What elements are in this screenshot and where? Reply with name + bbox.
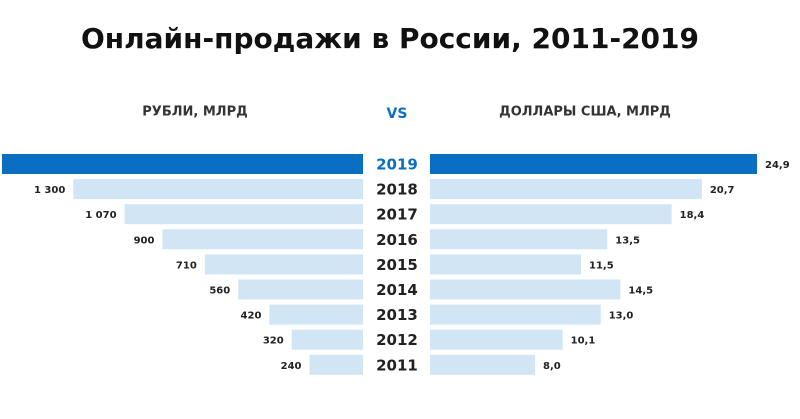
- bar-right: [430, 329, 563, 350]
- bar-right: [430, 254, 582, 275]
- value-label: 320: [263, 336, 284, 347]
- value-label: 240: [281, 361, 302, 372]
- bar-right: [430, 179, 702, 200]
- legend-right: ДОЛЛАРЫ США, МЛРД: [499, 105, 671, 120]
- value-label: 900: [134, 235, 155, 246]
- bar-right: [430, 304, 601, 325]
- year-label: 2015: [376, 256, 418, 274]
- value-label: 13,5: [615, 235, 640, 246]
- bar-left: [73, 179, 363, 200]
- value-label: 710: [176, 260, 197, 271]
- bar-right: [430, 279, 621, 300]
- value-label: 11,5: [589, 260, 614, 271]
- bar-left: [2, 154, 363, 174]
- year-label: 2019: [376, 156, 418, 174]
- value-label: 14,5: [628, 286, 653, 297]
- year-label: 2013: [376, 306, 418, 324]
- chart-title: Онлайн-продажи в России, 2011-2019: [81, 22, 699, 55]
- bar-right: [430, 154, 757, 174]
- bar-left: [269, 304, 363, 325]
- year-label: 2016: [376, 231, 418, 249]
- bar-left: [309, 354, 363, 375]
- value-label: 420: [241, 311, 262, 322]
- bar-left: [238, 279, 363, 300]
- value-label: 1 070: [85, 210, 116, 221]
- bar-left: [162, 229, 363, 250]
- year-label: 2014: [376, 281, 418, 299]
- bar-left: [291, 329, 363, 350]
- value-label: 20,7: [710, 185, 735, 196]
- year-label: 2011: [376, 356, 418, 374]
- value-label: 560: [209, 286, 230, 297]
- value-label: 8,0: [543, 361, 561, 372]
- bar-left: [124, 204, 363, 225]
- year-label: 2018: [376, 181, 418, 199]
- year-label: 2017: [376, 206, 418, 224]
- bar-right: [430, 229, 608, 250]
- bar-right: [430, 204, 672, 225]
- value-label: 13,0: [609, 311, 634, 322]
- value-label: 24,9: [765, 160, 790, 171]
- value-label: 10,1: [571, 336, 596, 347]
- separator: VS: [387, 106, 408, 122]
- legend-left: РУБЛИ, МЛРД: [142, 105, 247, 120]
- bar-right: [430, 354, 536, 375]
- year-label: 2012: [376, 331, 418, 349]
- value-label: 18,4: [680, 210, 705, 221]
- bar-left: [204, 254, 363, 275]
- value-label: 1 300: [34, 185, 65, 196]
